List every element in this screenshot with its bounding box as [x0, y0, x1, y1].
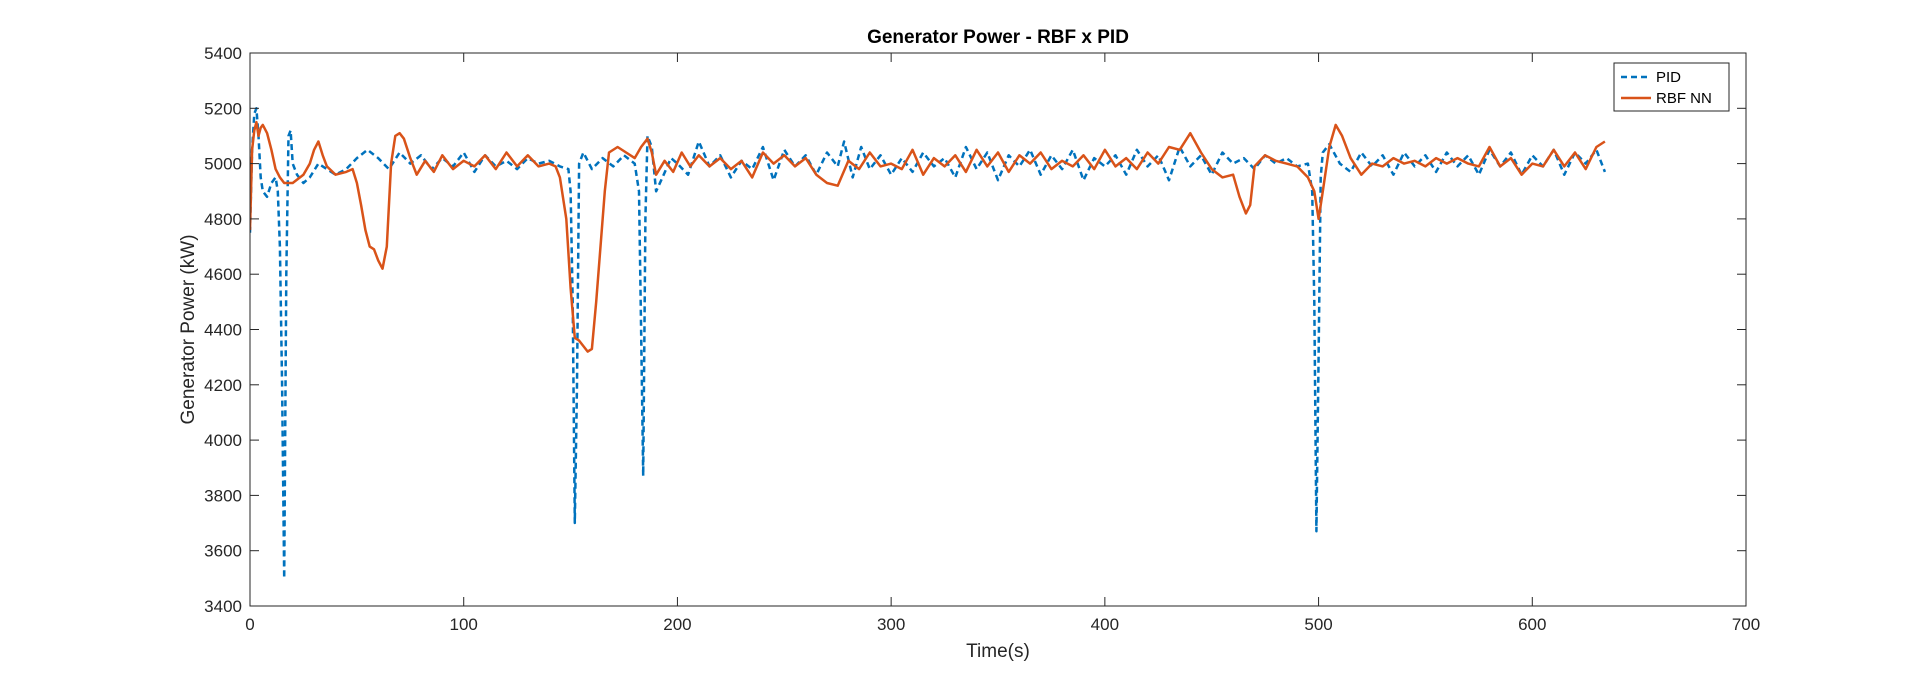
- series-layer: [250, 107, 1607, 580]
- plot-area: [250, 53, 1746, 606]
- y-tick-label: 4200: [204, 376, 242, 395]
- x-tick-label: 200: [663, 615, 691, 634]
- legend: PID RBF NN: [1613, 62, 1730, 112]
- x-axis-label: Time(s): [966, 641, 1030, 662]
- y-tick-label: 5200: [204, 99, 242, 118]
- legend-label-pid: PID: [1656, 69, 1681, 86]
- series-line-rbf-nn: [250, 120, 1606, 353]
- legend-label-rbf-nn: RBF NN: [1656, 90, 1712, 107]
- series-line-pid: [250, 107, 1607, 580]
- y-tick-label: 3600: [204, 542, 242, 561]
- y-tick-label: 5400: [204, 44, 242, 63]
- x-tick-label: 600: [1518, 615, 1546, 634]
- y-tick-label: 3800: [204, 486, 242, 505]
- y-tick-label: 3400: [204, 597, 242, 616]
- plot-frame: [249, 52, 1747, 607]
- tick-layer: 0 100 200 300 400 500 600 700 3400 3600 3800 4000 42…: [204, 44, 1760, 634]
- chart-title: Generator Power - RBF x PID: [867, 27, 1129, 48]
- legend-box: [1613, 62, 1730, 112]
- x-tick-label: 400: [1091, 615, 1119, 634]
- y-tick-label: 4400: [204, 321, 242, 340]
- y-tick-label: 4000: [204, 431, 242, 450]
- y-axis-label: Generator Power (kW): [178, 234, 199, 424]
- x-tick-label: 100: [450, 615, 478, 634]
- y-tick-label: 4600: [204, 265, 242, 284]
- x-tick-label: 0: [245, 615, 254, 634]
- y-tick-label: 5000: [204, 155, 242, 174]
- y-tick-label: 4800: [204, 210, 242, 229]
- x-tick-label: 700: [1732, 615, 1760, 634]
- x-tick-label: 300: [877, 615, 905, 634]
- x-tick-label: 500: [1304, 615, 1332, 634]
